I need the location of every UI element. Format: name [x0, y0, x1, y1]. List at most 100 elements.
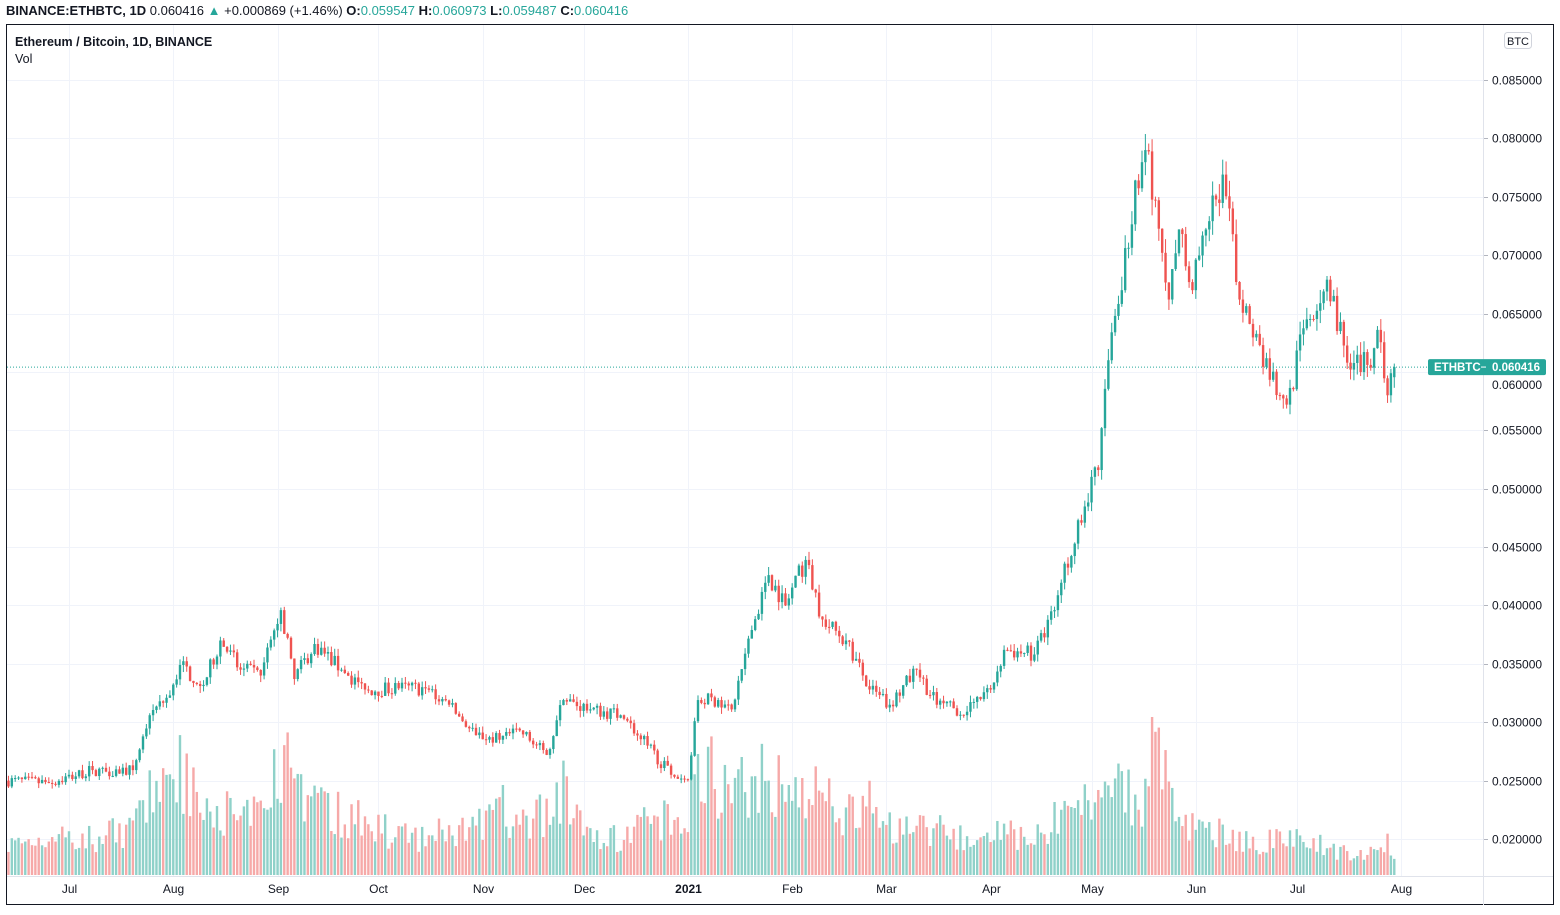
candle-body	[952, 701, 955, 709]
candle-body	[1275, 371, 1278, 396]
candle-body	[451, 703, 454, 705]
x-tick-label: Dec	[574, 882, 595, 896]
candle-body	[760, 591, 764, 614]
candle-body	[367, 689, 370, 691]
volume-bar	[669, 834, 673, 875]
volume-bar	[10, 838, 14, 875]
currency-badge[interactable]: BTC	[1504, 32, 1532, 49]
volume-bar	[996, 820, 999, 875]
volume-bar	[858, 827, 861, 875]
volume-bar	[185, 753, 188, 875]
volume-bar	[87, 825, 91, 875]
candle-body	[616, 708, 619, 718]
chart-frame	[6, 24, 1554, 905]
candle-body	[400, 682, 404, 689]
candle-body	[47, 782, 51, 784]
volume-bar	[1012, 829, 1016, 875]
volume-bar	[965, 836, 969, 875]
candle-body	[1002, 649, 1006, 666]
candle-body	[1389, 373, 1393, 396]
volume-bar	[239, 815, 242, 875]
volume-bar	[1231, 829, 1235, 875]
volume-bar	[47, 841, 51, 875]
candle-body	[1295, 350, 1298, 390]
volume-bar	[986, 832, 989, 875]
volume-bar	[37, 837, 40, 875]
volume-bar	[938, 815, 942, 875]
candle-body	[565, 700, 569, 702]
candle-body	[814, 589, 817, 593]
volume-bar	[373, 841, 377, 875]
candle-body	[457, 713, 461, 717]
candle-body	[700, 700, 703, 703]
volume-bar	[720, 812, 723, 875]
candle-body	[84, 776, 88, 779]
candle-body	[1063, 563, 1066, 583]
candle-body	[831, 621, 834, 627]
volume-bar	[1100, 797, 1103, 875]
candle-body	[377, 691, 380, 696]
y-tick-label: 0.085000	[1492, 74, 1542, 88]
candle-body	[478, 732, 481, 736]
candle-body	[333, 655, 336, 666]
candle-body	[1080, 520, 1083, 523]
candle-body	[330, 652, 333, 666]
volume-bar	[151, 812, 155, 875]
volume-bar	[1218, 818, 1221, 875]
volume-bar	[888, 812, 891, 875]
candle-body	[1029, 645, 1033, 661]
candle-body	[619, 715, 622, 718]
volume-bar	[683, 828, 686, 875]
volume-bar	[1261, 851, 1265, 875]
candle-body	[306, 658, 310, 664]
candle-body	[854, 658, 858, 661]
candle-body	[1097, 467, 1100, 471]
candle-body	[932, 692, 935, 696]
volume-bar	[679, 833, 683, 875]
volume-bar	[723, 764, 727, 875]
candle-body	[1302, 328, 1305, 335]
volume-bar	[444, 841, 447, 875]
x-tick-label: Aug	[1391, 882, 1412, 896]
candle-body	[1177, 229, 1181, 254]
volume-bar	[1083, 784, 1087, 875]
candle-body	[757, 613, 760, 620]
x-tick-label: Mar	[876, 882, 897, 896]
legend-title: Ethereum / Bitcoin, 1D, BINANCE	[15, 35, 213, 49]
candle-body	[404, 682, 407, 684]
x-tick-label: Jun	[1187, 882, 1206, 896]
volume-bar	[1144, 778, 1147, 875]
volume-bar	[420, 826, 424, 875]
volume-bar	[817, 790, 821, 875]
volume-bar	[34, 845, 37, 875]
volume-bar	[727, 784, 730, 875]
volume-bar	[851, 796, 854, 875]
candle-body	[188, 666, 192, 681]
volume-bar	[464, 840, 468, 875]
candle-body	[727, 704, 730, 706]
volume-bar	[1308, 848, 1312, 875]
volume-bar	[918, 815, 922, 875]
volume-bar	[336, 791, 340, 875]
volume-bar	[659, 840, 663, 875]
volume-bar	[131, 820, 135, 875]
candle-body	[1332, 295, 1335, 302]
volume-bar	[579, 810, 582, 875]
volume-bar	[733, 777, 737, 875]
volume-bar	[27, 839, 30, 875]
candle-body	[141, 736, 145, 750]
candle-body	[1019, 651, 1023, 654]
candle-body	[1228, 196, 1231, 209]
volume-bar	[1339, 846, 1342, 875]
open-value: 0.059547	[360, 3, 415, 18]
volume-bar	[104, 835, 108, 875]
volume-bar	[407, 842, 410, 875]
candle-body	[91, 766, 94, 771]
candle-body	[464, 721, 468, 727]
last-price: 0.060416	[149, 3, 204, 18]
candle-body	[414, 682, 417, 684]
candle-body	[659, 764, 663, 769]
volume-bar	[303, 821, 306, 875]
volume-bar	[269, 807, 273, 875]
